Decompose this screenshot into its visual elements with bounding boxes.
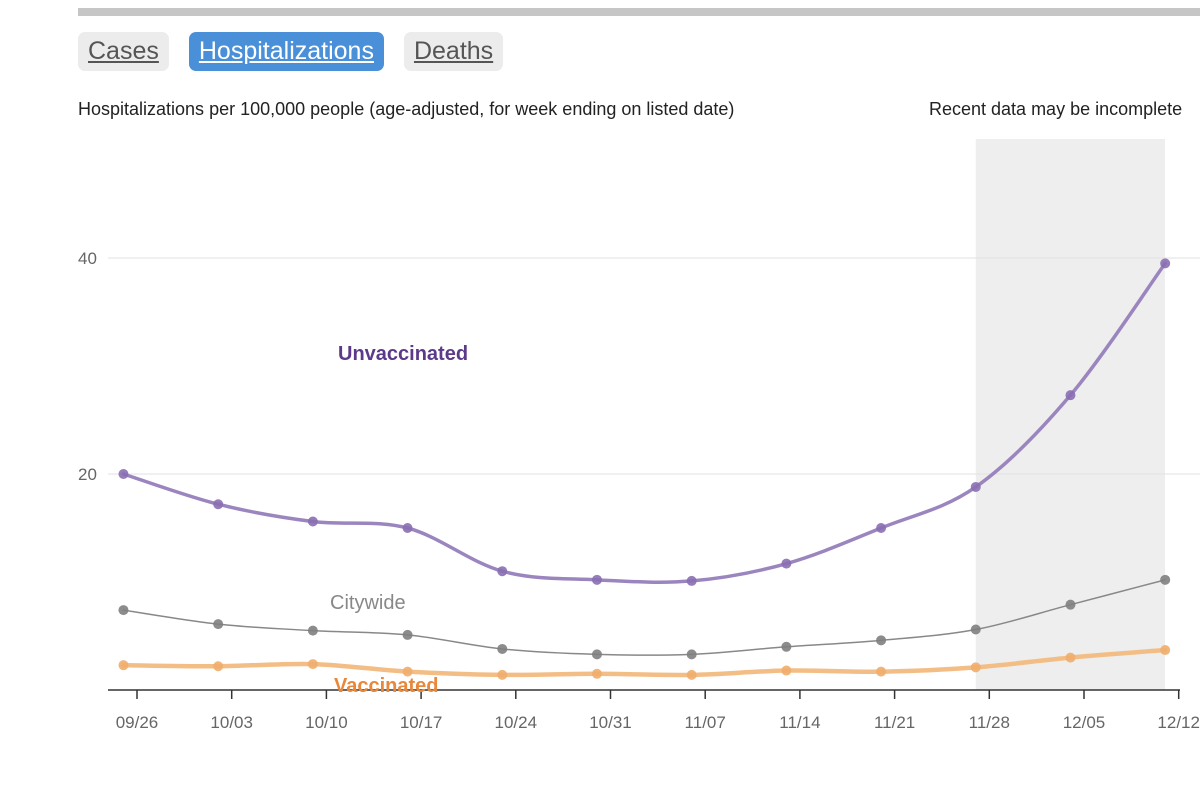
data-point-vaccinated	[402, 666, 413, 677]
data-point-vaccinated	[781, 665, 792, 676]
data-point-vaccinated	[497, 669, 508, 680]
x-tick-label: 11/28	[969, 713, 1010, 732]
data-point-unvaccinated	[497, 566, 508, 577]
data-point-vaccinated	[213, 661, 224, 672]
data-point-unvaccinated	[402, 523, 413, 533]
x-tick-label: 10/24	[495, 713, 538, 732]
data-point-citywide	[402, 629, 413, 640]
data-point-citywide	[1065, 599, 1076, 610]
incomplete-data-note: Recent data may be incomplete	[929, 99, 1183, 119]
data-point-unvaccinated	[213, 499, 224, 510]
data-point-citywide	[497, 643, 508, 654]
tab-deaths[interactable]: Deaths	[403, 32, 504, 71]
data-point-unvaccinated	[876, 523, 887, 533]
data-point-vaccinated	[1160, 645, 1171, 656]
chart-subtitle: Hospitalizations per 100,000 people (age…	[78, 99, 735, 119]
series-label-vaccinated: Vaccinated	[334, 675, 439, 697]
data-point-unvaccinated	[781, 558, 792, 569]
x-tick-label: 12/05	[1063, 713, 1106, 732]
top-rule	[78, 8, 1200, 16]
data-point-unvaccinated	[118, 469, 129, 479]
y-tick-label: 40	[78, 249, 97, 268]
data-point-unvaccinated	[686, 575, 697, 586]
data-point-unvaccinated	[1160, 258, 1171, 269]
x-tick-label: 10/10	[305, 713, 348, 732]
x-tick-label: 11/14	[779, 713, 820, 732]
x-tick-label: 12/12	[1157, 713, 1200, 732]
x-tick-label: 10/03	[210, 713, 253, 732]
data-point-citywide	[1160, 574, 1171, 585]
data-point-vaccinated	[1065, 652, 1076, 663]
x-tick-label: 09/26	[116, 713, 159, 732]
series-line-vaccinated	[121, 647, 1168, 678]
series-line-citywide	[122, 579, 1166, 656]
tab-cases[interactable]: Cases	[78, 32, 169, 71]
data-point-unvaccinated	[1065, 390, 1076, 401]
data-point-citywide	[118, 605, 129, 616]
data-point-vaccinated	[591, 668, 602, 679]
data-point-vaccinated	[307, 659, 318, 670]
data-point-citywide	[686, 649, 697, 660]
data-point-vaccinated	[876, 666, 887, 677]
y-tick-label: 20	[78, 465, 97, 484]
metric-tabs: Cases Hospitalizations Deaths	[78, 32, 504, 71]
series-label-citywide: Citywide	[330, 592, 406, 614]
data-point-citywide	[876, 635, 887, 646]
series-label-unvaccinated: Unvaccinated	[338, 343, 468, 365]
data-point-citywide	[591, 649, 602, 660]
tab-hospitalizations[interactable]: Hospitalizations	[188, 32, 384, 71]
data-point-unvaccinated	[591, 574, 602, 585]
data-point-citywide	[307, 625, 318, 636]
data-point-citywide	[213, 619, 224, 630]
x-tick-label: 10/17	[400, 713, 443, 732]
data-point-vaccinated	[970, 662, 981, 673]
x-tick-label: 10/31	[589, 713, 632, 732]
incomplete-data-region	[975, 139, 1165, 690]
data-point-citywide	[970, 624, 981, 635]
data-point-vaccinated	[118, 660, 129, 671]
x-tick-label: 11/21	[874, 713, 915, 732]
x-tick-label: 11/07	[685, 713, 726, 732]
data-point-unvaccinated	[970, 481, 981, 492]
data-point-citywide	[781, 641, 792, 652]
data-point-unvaccinated	[307, 516, 318, 527]
data-point-vaccinated	[686, 669, 697, 680]
